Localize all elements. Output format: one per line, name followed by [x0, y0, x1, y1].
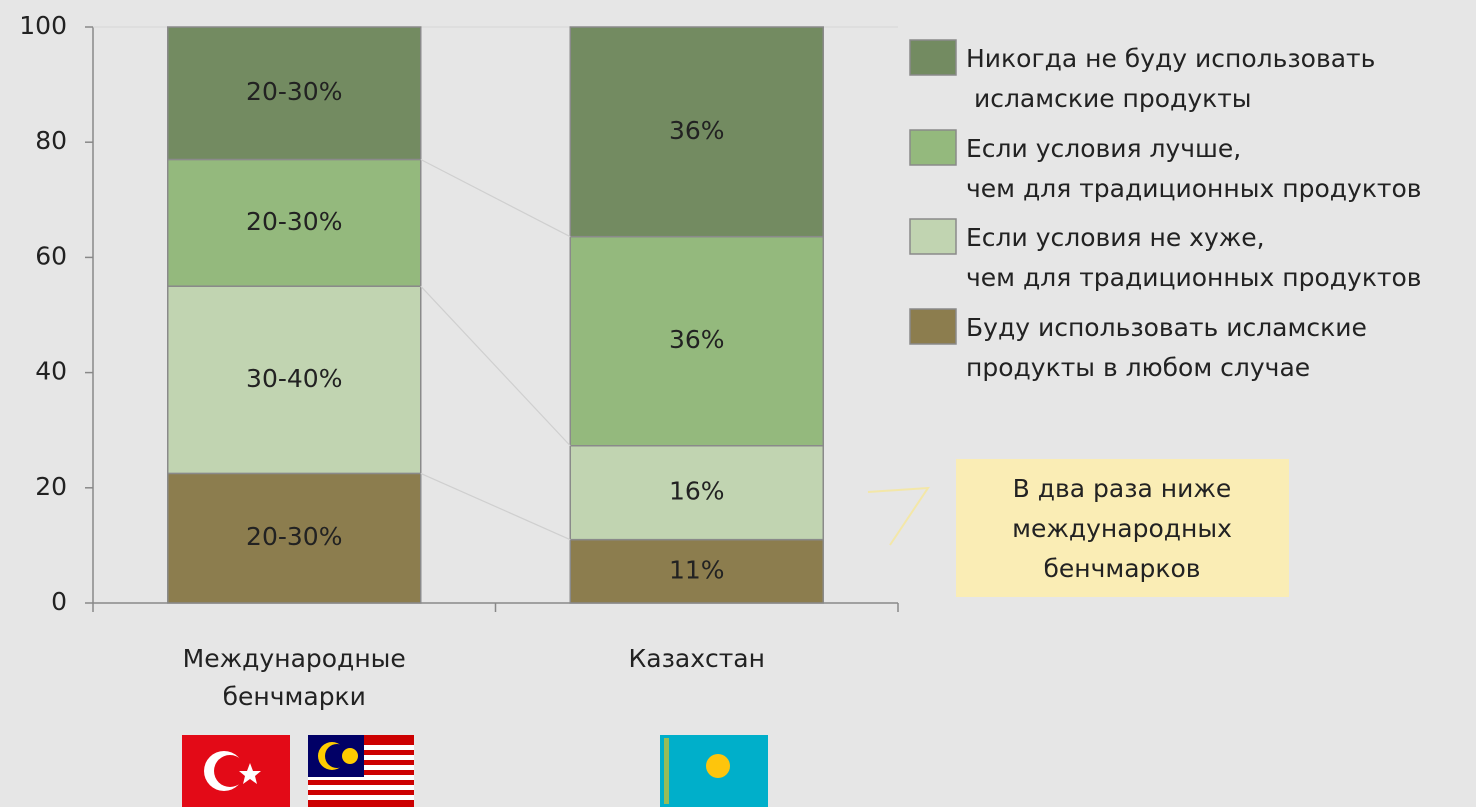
y-tick-label: 40 — [35, 357, 67, 386]
x-tick-label: Казахстан — [629, 644, 765, 673]
bar-segment — [167, 158, 422, 287]
value-label: 20-30% — [246, 77, 342, 106]
y-tick-label: 0 — [51, 587, 67, 616]
connector — [420, 472, 571, 541]
y-tick-label: 100 — [19, 11, 67, 40]
value-label: 20-30% — [246, 207, 342, 236]
value-label: 30-40% — [246, 364, 342, 393]
value-label: 11% — [669, 555, 725, 584]
legend-label: Если условия лучше, чем для традиционных … — [966, 134, 1422, 203]
legend-label: Никогда не буду использовать исламские п… — [966, 44, 1375, 113]
flags — [182, 735, 768, 807]
bar-segment — [167, 285, 422, 475]
y-tick-label: 20 — [35, 472, 67, 501]
value-label: 16% — [669, 477, 725, 506]
legend-swatch — [909, 39, 957, 76]
bar-segment — [569, 26, 824, 238]
bar-segment — [569, 445, 824, 541]
flag-star — [239, 763, 261, 784]
y-tick-label: 80 — [35, 126, 67, 155]
bar-segment — [167, 26, 422, 161]
value-label: 36% — [669, 325, 725, 354]
connector — [420, 285, 571, 447]
bar-segment — [569, 235, 824, 447]
value-label: 20-30% — [246, 522, 342, 551]
flag-kz-ornament — [664, 738, 669, 804]
bar-segment — [167, 472, 422, 604]
x-tick-label: Международные бенчмарки — [183, 644, 406, 711]
flag-crescent-cut — [214, 755, 246, 787]
flag-sun — [342, 748, 358, 764]
y-tick-label: 60 — [35, 241, 67, 270]
connector — [420, 158, 571, 238]
annotation: В два раза ниже международных бенчмарков — [1012, 474, 1232, 583]
annotation-box — [956, 459, 1289, 597]
value-label: 36% — [669, 116, 725, 145]
legend-swatch — [909, 218, 957, 255]
legend-label: Буду использовать исламские продукты в лю… — [966, 313, 1367, 382]
annotation-pointer — [867, 486, 930, 546]
bar-segment — [569, 538, 824, 604]
legend-swatch — [909, 129, 957, 166]
flag-moon-cut — [325, 744, 349, 768]
flag-kz-sun — [706, 754, 730, 778]
legend-swatch — [909, 308, 957, 345]
legend-label: Если условия не хуже, чем для традиционны… — [966, 223, 1422, 292]
